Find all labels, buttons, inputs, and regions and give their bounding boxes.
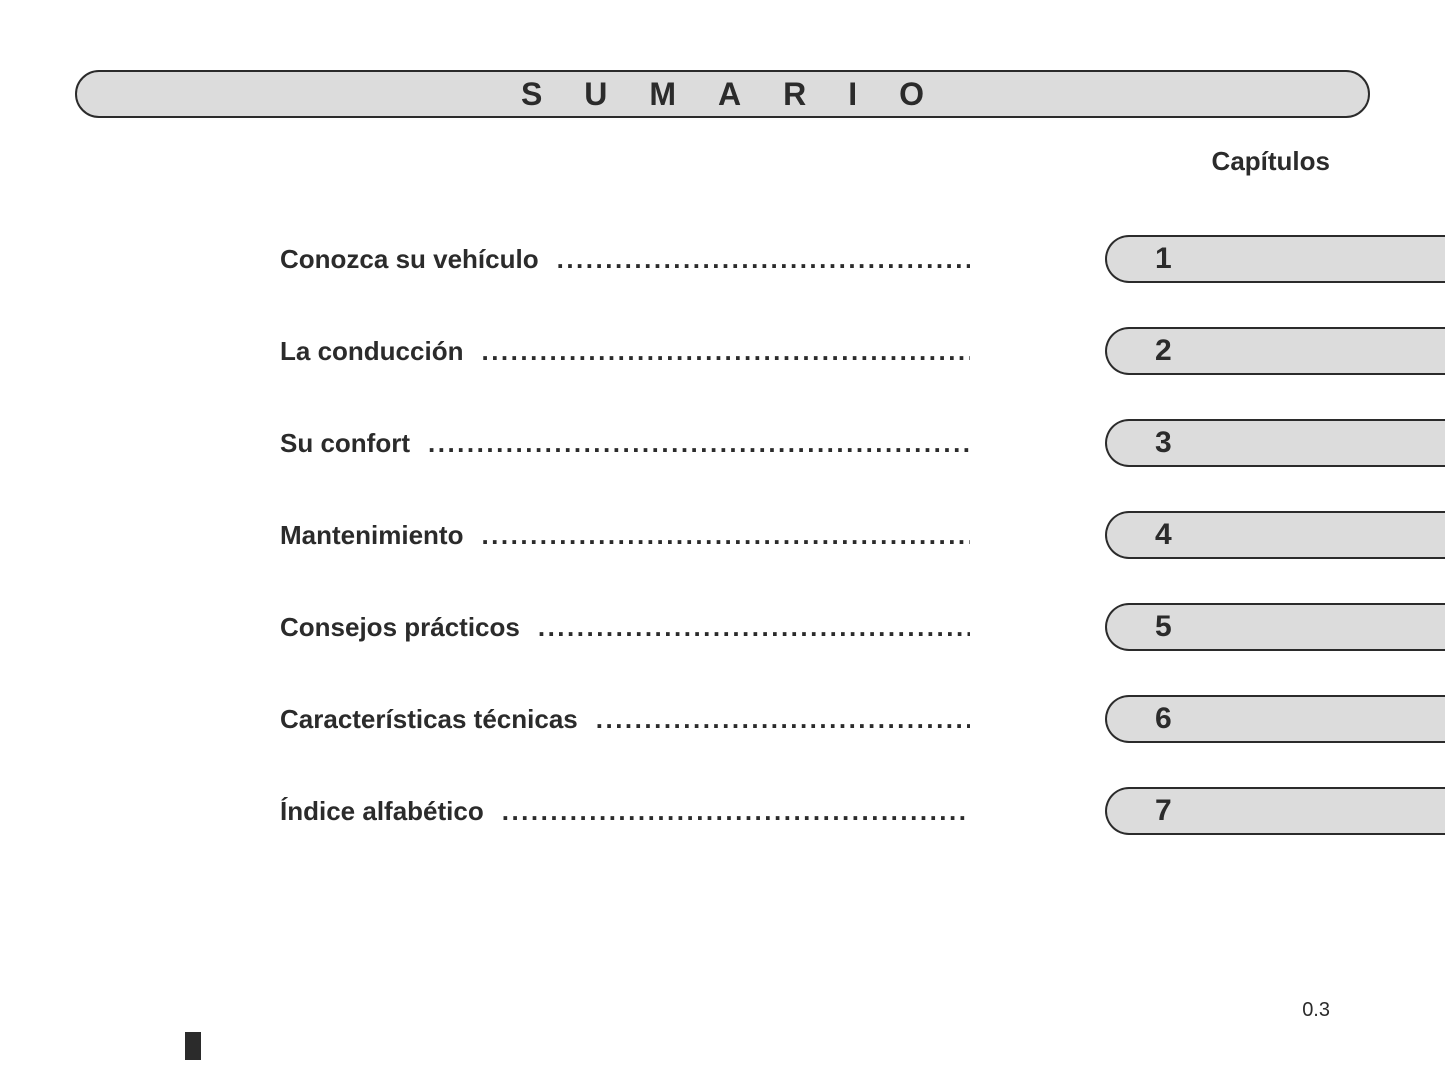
- chapter-number: 5: [1155, 610, 1172, 644]
- chapter-tab: 3: [1105, 419, 1445, 467]
- toc-row: Índice alfabético ......................…: [0, 765, 1445, 857]
- toc-leader-dots: ........................................…: [428, 428, 970, 459]
- toc-entry: Mantenimiento ..........................…: [280, 520, 970, 551]
- toc-row: Mantenimiento ..........................…: [0, 489, 1445, 581]
- toc-label: Su confort: [280, 428, 428, 459]
- title-bar: SUMARIO: [75, 70, 1370, 118]
- toc-leader-dots: ........................................…: [538, 612, 970, 643]
- chapter-tab: 1: [1105, 235, 1445, 283]
- table-of-contents: Conozca su vehículo ....................…: [0, 213, 1445, 857]
- toc-entry: La conducción ..........................…: [280, 336, 970, 367]
- subheader-label: Capítulos: [0, 146, 1445, 177]
- toc-entry: Características técnicas ...............…: [280, 704, 970, 735]
- toc-leader-dots: ........................................…: [481, 520, 970, 551]
- chapter-number: 2: [1155, 334, 1172, 368]
- page-number: 0.3: [1302, 999, 1330, 1022]
- toc-row: La conducción ..........................…: [0, 305, 1445, 397]
- toc-row: Conozca su vehículo ....................…: [0, 213, 1445, 305]
- toc-label: Índice alfabético: [280, 796, 502, 827]
- toc-entry: Consejos prácticos .....................…: [280, 612, 970, 643]
- toc-leader-dots: ........................................…: [502, 796, 970, 827]
- toc-label: Mantenimiento: [280, 520, 481, 551]
- chapter-number: 6: [1155, 702, 1172, 736]
- chapter-tab: 2: [1105, 327, 1445, 375]
- page-title: SUMARIO: [479, 76, 966, 113]
- toc-leader-dots: ........................................…: [481, 336, 970, 367]
- chapter-number: 1: [1155, 242, 1172, 276]
- chapter-number: 3: [1155, 426, 1172, 460]
- chapter-tab: 5: [1105, 603, 1445, 651]
- toc-label: Consejos prácticos: [280, 612, 538, 643]
- chapter-number: 7: [1155, 794, 1172, 828]
- chapter-tab: 4: [1105, 511, 1445, 559]
- toc-leader-dots: ........................................…: [557, 244, 970, 275]
- toc-entry: Conozca su vehículo ....................…: [280, 244, 970, 275]
- toc-label: La conducción: [280, 336, 481, 367]
- toc-label: Características técnicas: [280, 704, 596, 735]
- toc-leader-dots: ........................................…: [596, 704, 970, 735]
- toc-row: Consejos prácticos .....................…: [0, 581, 1445, 673]
- corner-mark: [185, 1032, 201, 1060]
- chapter-tab: 7: [1105, 787, 1445, 835]
- toc-row: Su confort .............................…: [0, 397, 1445, 489]
- toc-label: Conozca su vehículo: [280, 244, 557, 275]
- chapter-tab: 6: [1105, 695, 1445, 743]
- toc-row: Características técnicas ...............…: [0, 673, 1445, 765]
- toc-entry: Su confort .............................…: [280, 428, 970, 459]
- toc-entry: Índice alfabético ......................…: [280, 796, 970, 827]
- page: SUMARIO Capítulos Conozca su vehículo ..…: [0, 0, 1445, 1070]
- chapter-number: 4: [1155, 518, 1172, 552]
